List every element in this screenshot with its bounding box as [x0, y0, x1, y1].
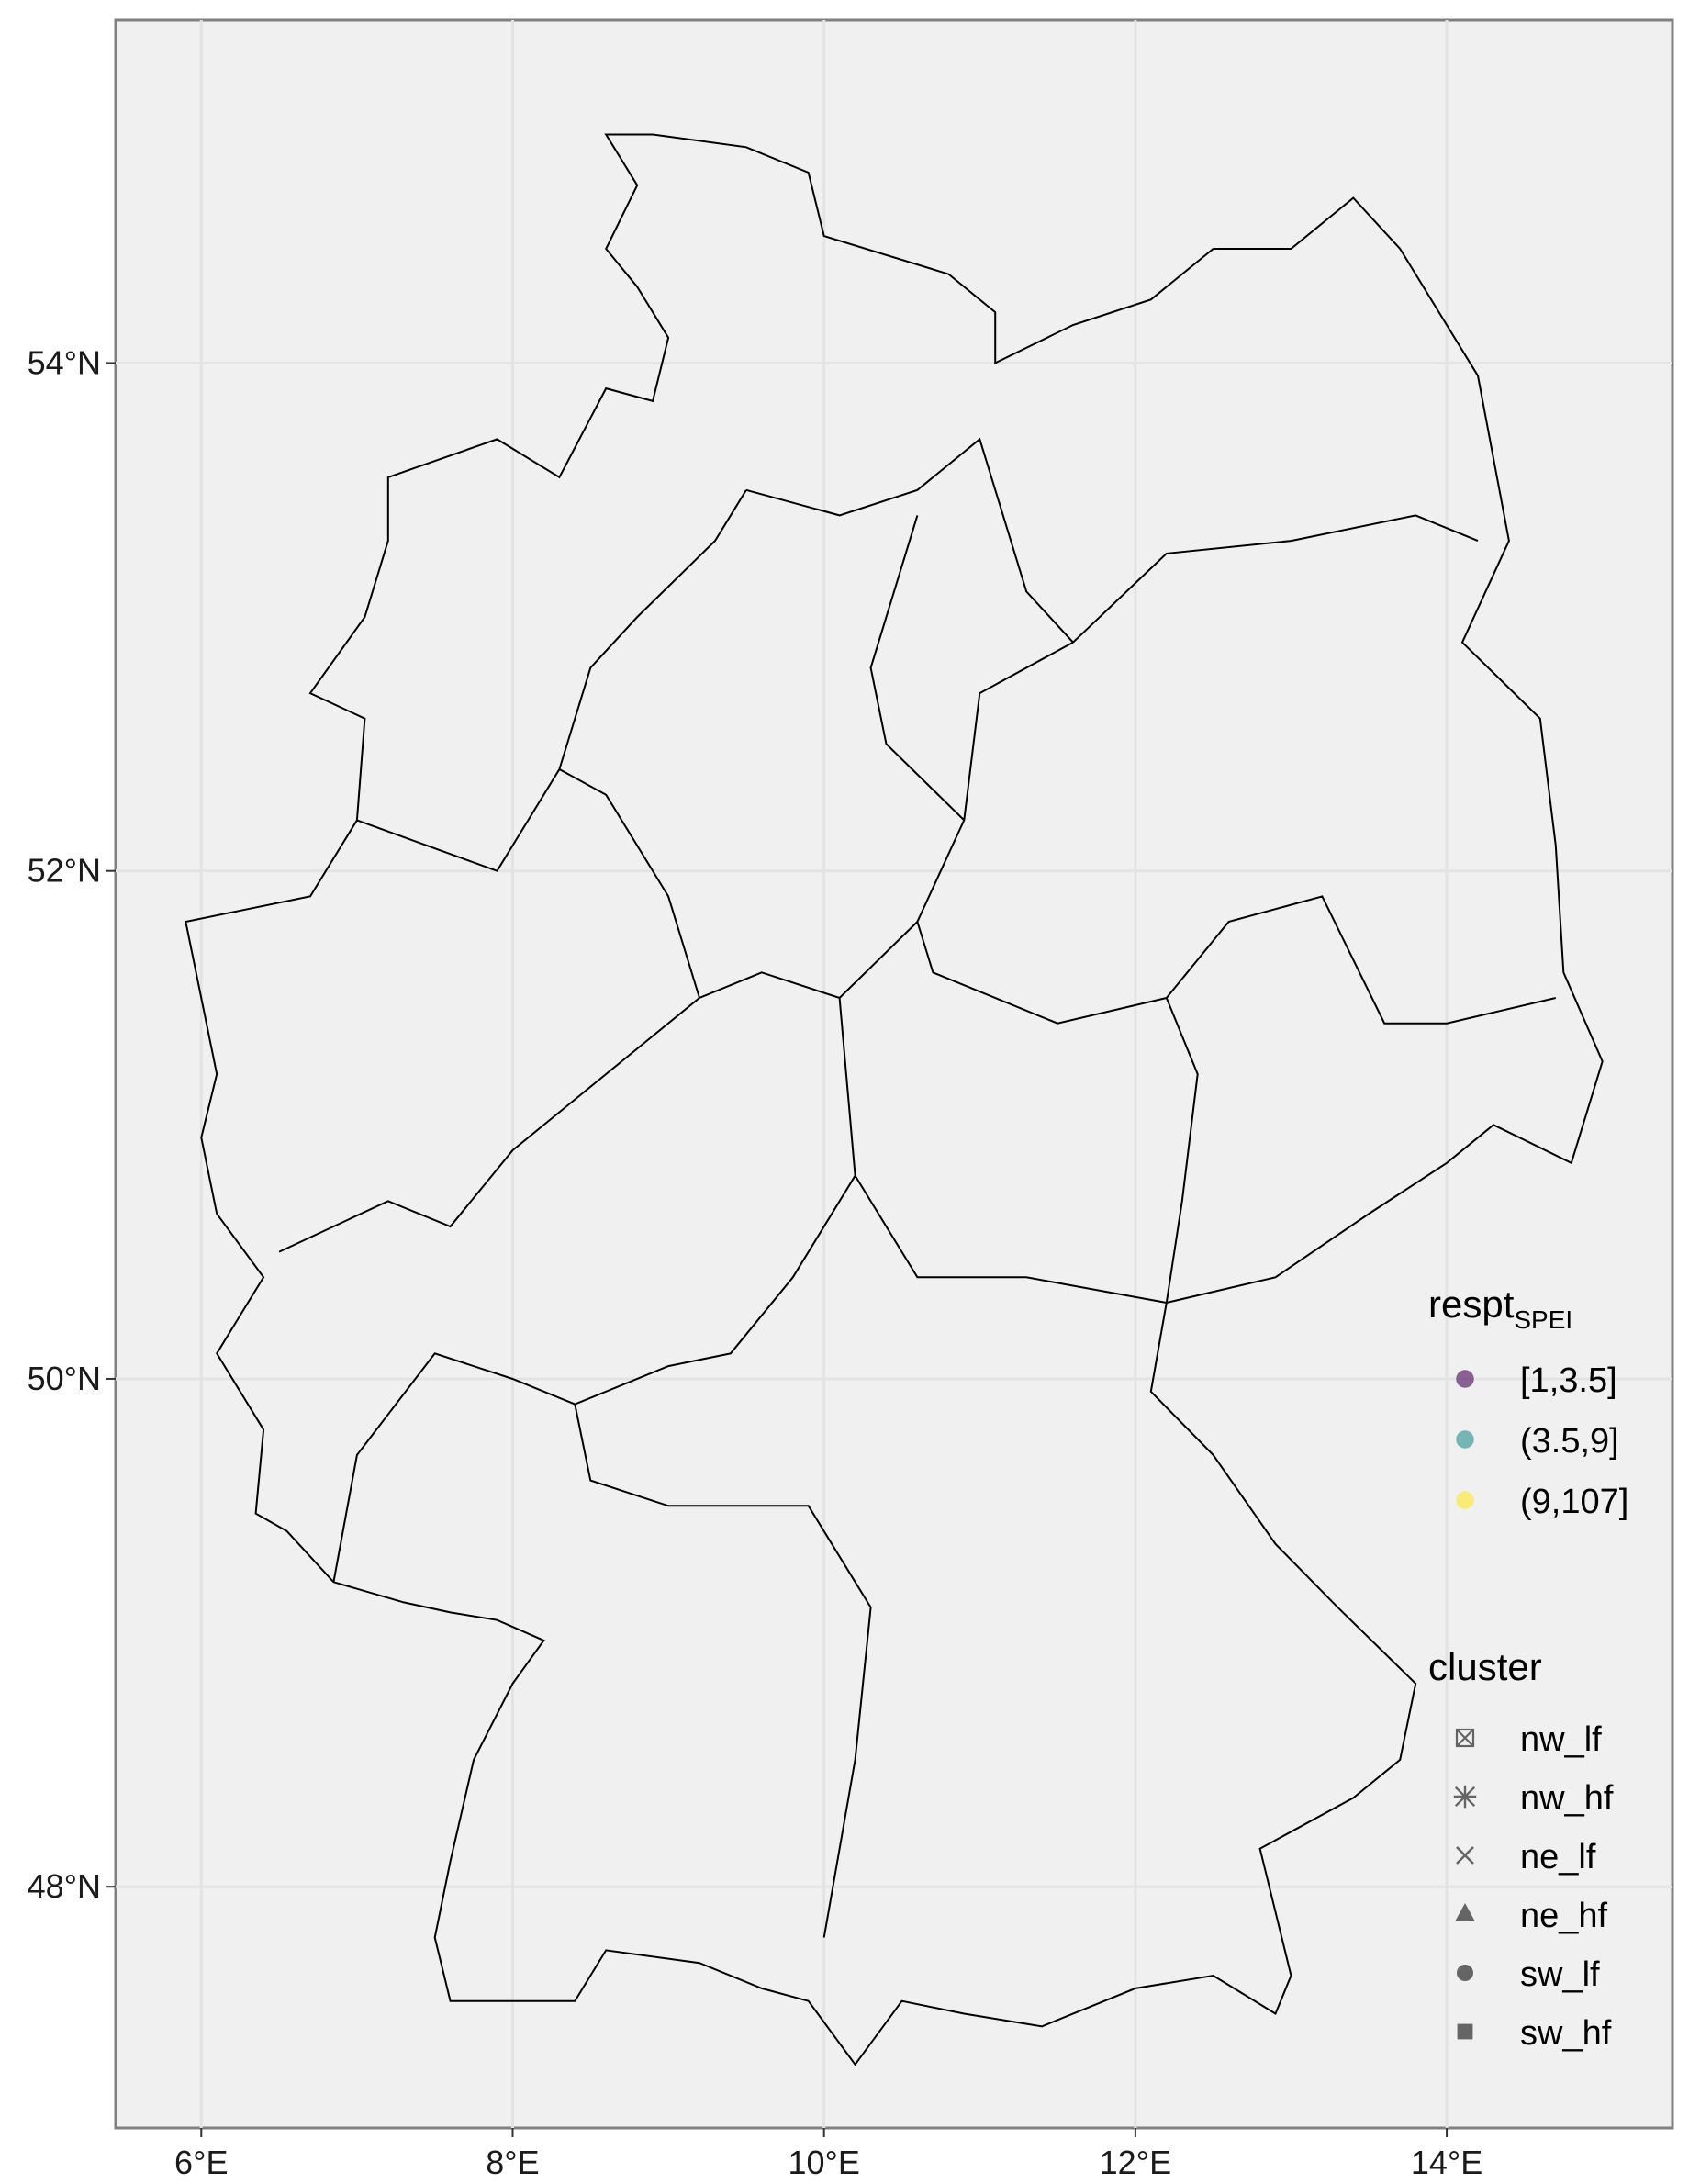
legend-color: resptSPEI [1,3.5] (3.5,9] (9,107] — [1428, 1282, 1628, 1521]
legend-shape-key — [1455, 1903, 1475, 1921]
germany-state-borders — [185, 133, 1604, 2066]
x-tick-label: 8°E — [486, 2144, 539, 2181]
grid-lines — [116, 20, 1672, 2128]
legend-color-label: [1,3.5] — [1520, 1361, 1617, 1400]
x-tick-label: 12°E — [1100, 2144, 1171, 2181]
legend-color-label: (3.5,9] — [1520, 1422, 1619, 1461]
x-tick-label: 10°E — [788, 2144, 859, 2181]
legend-shape-key — [1457, 2023, 1473, 2040]
legend-shape-label: sw_hf — [1520, 2014, 1612, 2053]
legend-shape-label: nw_lf — [1520, 1720, 1602, 1759]
legend-color-label: (9,107] — [1520, 1483, 1628, 1521]
legend-shape-key — [1456, 1846, 1474, 1865]
legend-color-title: resptSPEI — [1428, 1282, 1572, 1334]
x-tick-label: 6°E — [174, 2144, 228, 2181]
legend-shape-label: sw_lf — [1520, 1955, 1600, 1994]
x-tick-label: 14°E — [1411, 2144, 1482, 2181]
legend-shape-key — [1453, 1785, 1477, 1809]
legend-shape-key — [1457, 1965, 1473, 1981]
legend-color-key — [1456, 1370, 1474, 1388]
legend-shape-label: nw_hf — [1520, 1779, 1614, 1818]
legend-shape-label: ne_hf — [1520, 1897, 1608, 1935]
legend-color-key — [1456, 1491, 1474, 1509]
y-tick-label: 52°N — [28, 852, 101, 890]
legend-shape: cluster nw_lf nw_hf ne_lf ne_hf sw_lf sw_hf — [1428, 1645, 1614, 2053]
legend-shape-title: cluster — [1428, 1645, 1542, 1688]
y-axis: 48°N 50°N 52°N 54°N — [28, 343, 116, 1905]
y-tick-label: 48°N — [28, 1867, 101, 1905]
legend-shape-key — [1455, 1728, 1475, 1748]
plot-panel — [114, 18, 1674, 2130]
y-tick-label: 54°N — [28, 343, 101, 381]
legend-color-key — [1456, 1430, 1474, 1449]
legend-shape-label: ne_lf — [1520, 1838, 1596, 1876]
x-axis: 6°E 8°E 10°E 12°E 14°E — [174, 2128, 1482, 2181]
y-tick-label: 50°N — [28, 1360, 101, 1397]
